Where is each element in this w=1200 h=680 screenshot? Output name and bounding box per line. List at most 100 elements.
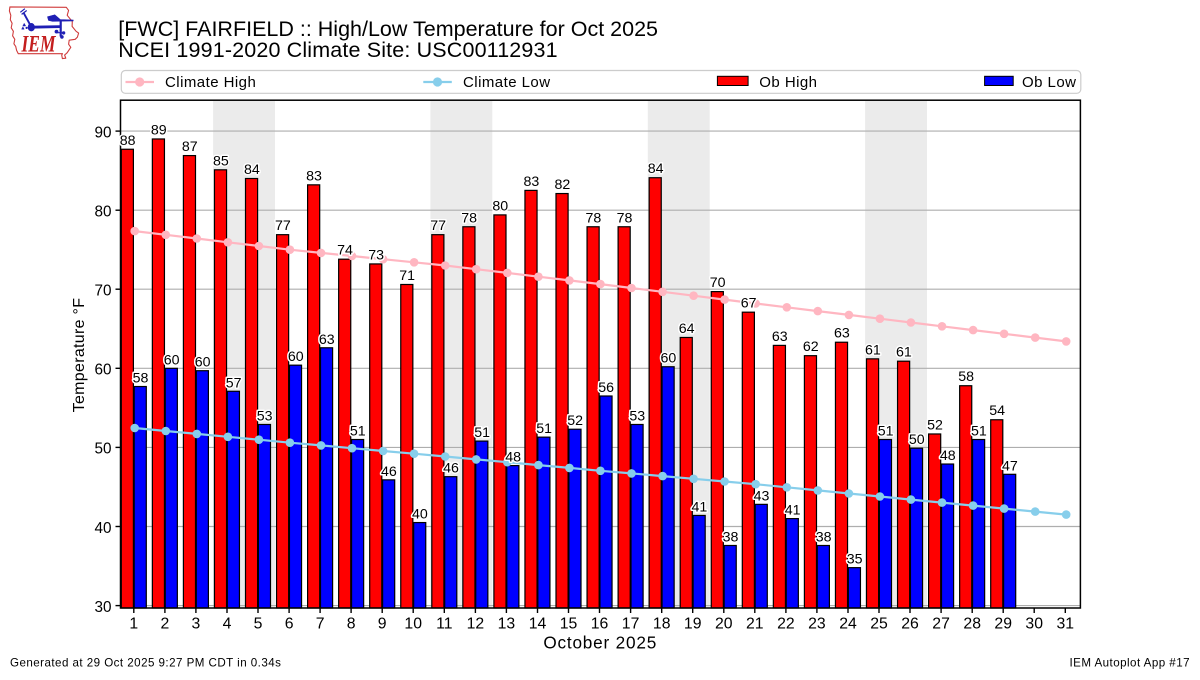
svg-text:1: 1 (129, 616, 138, 633)
svg-text:53: 53 (257, 409, 273, 425)
svg-text:Temperature °F: Temperature °F (71, 298, 88, 413)
svg-text:48: 48 (940, 448, 956, 464)
svg-text:63: 63 (319, 332, 335, 348)
svg-text:4: 4 (223, 616, 232, 633)
svg-text:7: 7 (316, 616, 325, 633)
svg-text:70: 70 (94, 283, 111, 300)
svg-text:Climate Low: Climate Low (463, 74, 550, 91)
svg-text:30: 30 (94, 599, 111, 616)
svg-text:IEM Autoplot App #17: IEM Autoplot App #17 (1069, 657, 1190, 670)
svg-text:80: 80 (94, 204, 111, 221)
svg-text:67: 67 (741, 296, 757, 312)
svg-text:October 2025: October 2025 (543, 633, 657, 653)
svg-text:84: 84 (648, 161, 664, 177)
svg-text:20: 20 (715, 616, 733, 633)
svg-text:17: 17 (622, 616, 640, 633)
svg-text:41: 41 (785, 503, 801, 519)
svg-text:77: 77 (275, 218, 291, 234)
svg-text:60: 60 (288, 349, 304, 365)
svg-text:Generated at 29 Oct 2025 9:27: Generated at 29 Oct 2025 9:27 PM CDT in … (10, 657, 281, 670)
svg-text:24: 24 (839, 616, 857, 633)
svg-text:73: 73 (368, 247, 384, 263)
svg-text:63: 63 (772, 329, 788, 345)
svg-text:64: 64 (679, 321, 695, 337)
svg-text:38: 38 (816, 530, 832, 546)
svg-text:88: 88 (120, 133, 136, 149)
svg-text:56: 56 (598, 380, 614, 396)
svg-text:38: 38 (723, 530, 739, 546)
svg-text:83: 83 (306, 168, 322, 184)
svg-text:51: 51 (350, 424, 366, 440)
svg-text:13: 13 (498, 616, 516, 633)
svg-text:40: 40 (412, 507, 428, 523)
svg-text:15: 15 (560, 616, 578, 633)
svg-text:11: 11 (436, 616, 453, 633)
svg-text:43: 43 (754, 488, 770, 504)
svg-text:48: 48 (505, 450, 521, 466)
svg-text:31: 31 (1057, 616, 1075, 633)
svg-text:35: 35 (847, 552, 863, 568)
svg-text:57: 57 (226, 375, 242, 391)
svg-text:18: 18 (653, 616, 671, 633)
svg-text:51: 51 (536, 421, 552, 437)
svg-text:90: 90 (94, 124, 111, 141)
svg-text:46: 46 (443, 461, 459, 477)
svg-text:8: 8 (347, 616, 356, 633)
svg-text:62: 62 (803, 339, 819, 355)
svg-text:40: 40 (94, 520, 111, 537)
svg-text:28: 28 (963, 616, 981, 633)
svg-text:Ob Low: Ob Low (1022, 74, 1076, 91)
svg-text:51: 51 (971, 424, 987, 440)
svg-text:41: 41 (692, 499, 708, 515)
svg-text:6: 6 (285, 616, 294, 633)
svg-text:61: 61 (896, 345, 912, 361)
svg-text:60: 60 (661, 351, 677, 367)
svg-text:80: 80 (492, 198, 508, 214)
svg-text:14: 14 (529, 616, 547, 633)
svg-text:47: 47 (1002, 458, 1018, 474)
svg-text:50: 50 (94, 441, 111, 458)
svg-text:19: 19 (684, 616, 702, 633)
svg-text:60: 60 (94, 362, 111, 379)
svg-text:70: 70 (710, 275, 726, 291)
svg-text:83: 83 (524, 174, 540, 190)
svg-text:78: 78 (586, 210, 602, 226)
svg-text:58: 58 (958, 369, 974, 385)
svg-text:77: 77 (430, 218, 446, 234)
svg-text:IEM: IEM (21, 32, 57, 57)
svg-text:74: 74 (337, 243, 353, 259)
svg-text:63: 63 (834, 326, 850, 342)
svg-text:51: 51 (474, 425, 490, 441)
svg-text:Ob High: Ob High (759, 74, 817, 91)
svg-text:29: 29 (994, 616, 1012, 633)
svg-text:60: 60 (164, 352, 180, 368)
svg-text:12: 12 (467, 616, 485, 633)
svg-text:23: 23 (808, 616, 826, 633)
svg-text:53: 53 (629, 409, 645, 425)
svg-text:NCEI 1991-2020 Climate Site: U: NCEI 1991-2020 Climate Site: USC00112931 (118, 38, 557, 62)
svg-text:87: 87 (182, 139, 198, 155)
svg-text:22: 22 (777, 616, 795, 633)
svg-text:30: 30 (1025, 616, 1043, 633)
svg-text:52: 52 (567, 413, 583, 429)
svg-text:51: 51 (878, 424, 894, 440)
svg-text:71: 71 (399, 268, 415, 284)
svg-text:9: 9 (378, 616, 387, 633)
svg-text:25: 25 (870, 616, 888, 633)
svg-text:61: 61 (865, 342, 881, 358)
svg-text:78: 78 (461, 210, 477, 226)
svg-text:58: 58 (133, 371, 149, 387)
svg-text:50: 50 (909, 432, 925, 448)
svg-text:82: 82 (555, 177, 571, 193)
svg-text:27: 27 (932, 616, 950, 633)
svg-text:54: 54 (989, 403, 1005, 419)
svg-text:89: 89 (151, 123, 167, 139)
svg-text:3: 3 (192, 616, 201, 633)
svg-text:78: 78 (617, 210, 633, 226)
svg-text:26: 26 (901, 616, 919, 633)
svg-text:2: 2 (161, 616, 170, 633)
svg-text:Climate High: Climate High (165, 74, 256, 91)
svg-text:21: 21 (746, 616, 764, 633)
svg-text:16: 16 (591, 616, 609, 633)
svg-text:5: 5 (254, 616, 263, 633)
